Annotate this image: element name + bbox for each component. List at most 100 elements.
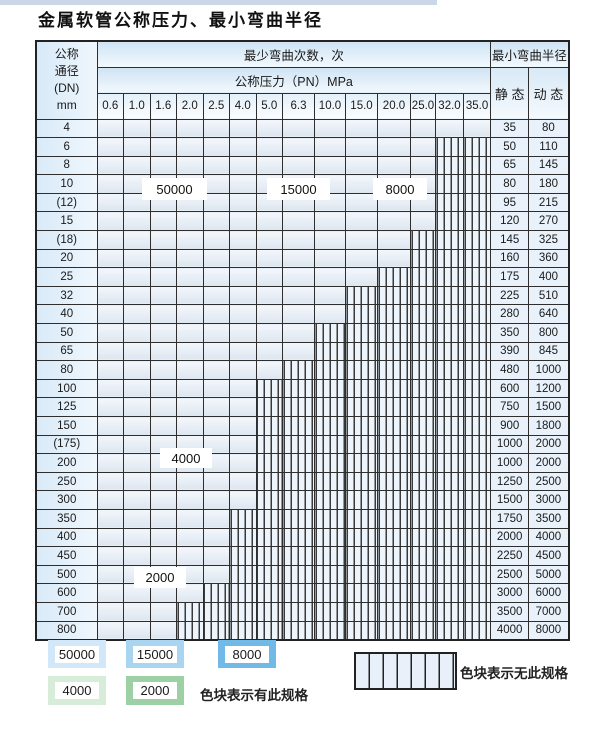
no-spec-cell — [410, 378, 436, 399]
static-radius-cell: 900 — [490, 416, 530, 436]
no-spec-cell — [462, 267, 492, 287]
spec-cell — [149, 155, 177, 176]
no-spec-cell — [255, 601, 283, 622]
spec-cell — [255, 211, 283, 232]
table-row: 40 280 640 — [35, 304, 570, 325]
no-spec-cell — [377, 546, 411, 566]
dn-cell: 700 — [35, 601, 98, 622]
table-row: (175) 1000 2000 — [35, 434, 570, 455]
no-spec-cell — [410, 527, 436, 548]
no-spec-cell — [282, 434, 315, 455]
no-spec-cell — [377, 564, 411, 585]
table-row: 250 1250 2500 — [35, 471, 570, 492]
pressure-col-header: 1.0 — [123, 92, 151, 120]
no-spec-cell — [410, 601, 436, 622]
no-spec-cell — [377, 601, 411, 622]
no-spec-cell — [435, 267, 464, 287]
spec-cell — [149, 341, 177, 362]
spec-cell — [96, 155, 124, 176]
spec-cell — [345, 230, 378, 250]
spec-cell — [229, 174, 257, 194]
dynamic-radius-cell: 3000 — [528, 490, 570, 510]
no-spec-cell — [377, 360, 411, 380]
no-spec-cell — [435, 490, 464, 510]
static-radius-cell: 1000 — [490, 434, 530, 455]
no-spec-cell — [345, 546, 378, 566]
dn-cell: 100 — [35, 378, 98, 399]
dynamic-radius-cell: 4500 — [528, 546, 570, 566]
static-radius-cell: 3000 — [490, 583, 530, 603]
spec-cell — [229, 397, 257, 417]
spec-cell — [96, 285, 124, 306]
dn-cell: 10 — [35, 174, 98, 194]
spec-cell — [176, 155, 204, 176]
dn-cell: 125 — [35, 397, 98, 417]
dn-header-line: 公称 — [54, 47, 79, 62]
no-spec-cell — [282, 583, 315, 603]
no-spec-cell — [410, 360, 436, 380]
spec-table-body: 4 35 80 6 50 110 8 65 145 10 80 180 (12) 95 215 15 120 27… — [35, 118, 570, 641]
spec-cell — [202, 230, 230, 250]
spec-cell — [149, 416, 177, 436]
pressure-col-header: 2.5 — [202, 92, 230, 120]
no-spec-cell — [435, 304, 464, 325]
spec-cell — [96, 378, 124, 399]
no-spec-cell — [410, 397, 436, 417]
dynamic-radius-cell: 1800 — [528, 416, 570, 436]
no-spec-cell — [345, 304, 378, 325]
dynamic-radius-cell: 640 — [528, 304, 570, 325]
static-radius-cell: 50 — [490, 137, 530, 157]
static-radius-cell: 65 — [490, 155, 530, 176]
no-spec-cell — [462, 211, 492, 232]
no-spec-cell — [435, 323, 464, 343]
table-row: 450 2250 4500 — [35, 546, 570, 566]
overlay-label-15000: 15000 — [267, 178, 330, 200]
no-spec-cell — [410, 230, 436, 250]
no-spec-cell — [435, 285, 464, 306]
pressure-col-header: 10.0 — [314, 92, 346, 120]
pressure-col-header: 6.3 — [282, 92, 315, 120]
no-spec-cell — [345, 341, 378, 362]
no-spec-cell — [410, 508, 436, 529]
spec-cell — [149, 230, 177, 250]
no-spec-cell — [202, 620, 230, 641]
spec-cell — [123, 118, 151, 139]
no-spec-cell — [282, 564, 315, 585]
no-spec-cell — [255, 508, 283, 529]
no-spec-cell — [435, 397, 464, 417]
dn-cell: 32 — [35, 285, 98, 306]
no-spec-cell — [314, 583, 346, 603]
no-spec-cell — [314, 323, 346, 343]
spec-cell — [96, 601, 124, 622]
no-spec-cell — [345, 583, 378, 603]
spec-cell — [96, 583, 124, 603]
no-spec-cell — [435, 211, 464, 232]
legend-no-spec-hatched-box — [354, 652, 457, 690]
no-spec-cell — [435, 341, 464, 362]
table-row: 400 2000 4000 — [35, 527, 570, 548]
spec-cell — [410, 137, 436, 157]
spec-cell — [123, 546, 151, 566]
spec-cell — [149, 267, 177, 287]
spec-cell — [202, 341, 230, 362]
spec-cell — [255, 360, 283, 380]
spec-cell — [229, 304, 257, 325]
spec-cell — [176, 230, 204, 250]
no-spec-cell — [462, 360, 492, 380]
spec-cell — [176, 378, 204, 399]
table-row: 50 350 800 — [35, 323, 570, 343]
spec-cell — [255, 304, 283, 325]
spec-cell — [149, 508, 177, 529]
no-spec-cell — [435, 564, 464, 585]
no-spec-cell — [314, 378, 346, 399]
table-row: 20 160 360 — [35, 248, 570, 269]
no-spec-cell — [255, 378, 283, 399]
no-spec-cell — [377, 267, 411, 287]
spec-cell — [229, 490, 257, 510]
no-spec-cell — [410, 471, 436, 492]
legend-swatch-label: 2000 — [133, 682, 177, 699]
spec-cell — [229, 323, 257, 343]
dynamic-radius-cell: 180 — [528, 174, 570, 194]
spec-cell — [202, 397, 230, 417]
